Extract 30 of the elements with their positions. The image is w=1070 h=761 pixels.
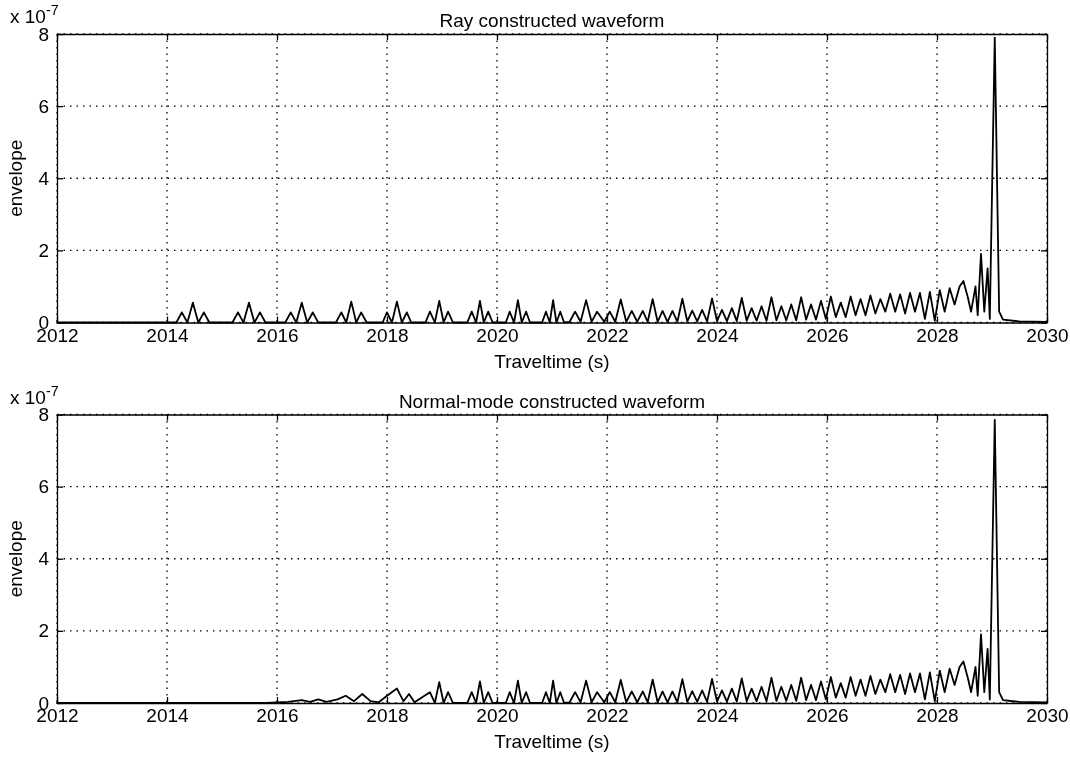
x-tick-label: 2020 [476,324,519,346]
x-tick-label: 2014 [146,705,190,727]
x-tick-label: 2028 [916,705,959,727]
x-tick-label: 2018 [366,705,409,727]
x-tick-label: 2024 [696,705,740,727]
x-tick-label: 2024 [696,324,740,346]
x-tick-label: 2030 [1026,324,1069,346]
x-tick-label: 2026 [806,324,849,346]
x-axis-title: Traveltime (s) [494,731,610,752]
x-tick-label: 2016 [256,324,299,346]
y-tick-label: 2 [38,620,49,642]
x-tick-label: 2018 [366,324,409,346]
x-tick-label: 2014 [146,324,190,346]
x-tick-label: 2016 [256,705,299,727]
y-tick-label: 4 [38,167,50,189]
y-tick-label: 2 [38,239,49,261]
chart-title: Normal-mode constructed waveform [398,390,706,412]
chart-title: Ray constructed waveform [439,10,665,31]
y-axis-title: envelope [5,520,26,598]
x-tick-label: 2022 [586,324,629,346]
y-axis-title: envelope [5,139,26,217]
y-tick-label: 6 [38,95,49,117]
y-tick-label: 4 [38,548,50,570]
x-tick-label: 2030 [1026,705,1069,727]
y-tick-label: 6 [38,476,49,498]
x-tick-label: 2022 [586,705,629,727]
x-axis-title: Traveltime (s) [494,350,610,372]
x-tick-label: 2020 [476,705,519,727]
x-tick-label: 2026 [806,705,849,727]
x-tick-label: 2028 [916,324,959,346]
